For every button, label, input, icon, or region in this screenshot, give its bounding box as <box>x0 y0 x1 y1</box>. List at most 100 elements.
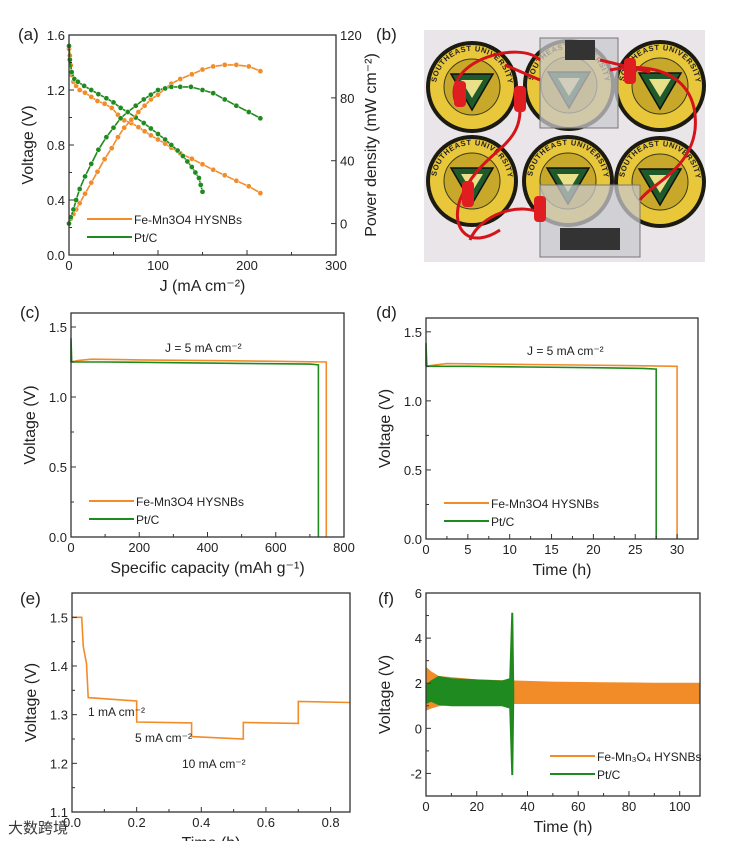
data-point <box>117 115 124 122</box>
data-point <box>197 182 204 188</box>
panel-b-photo: (b) SOUTHEAST UNIVERSITY SOUTHEAST UNIVERS… <box>376 25 706 262</box>
x-tick-label: 0.4 <box>192 815 210 830</box>
data-point <box>188 71 195 78</box>
x-tick-label: 100 <box>147 258 169 273</box>
battery-badge-image: SOUTHEAST UNIVERSITY <box>614 40 706 132</box>
data-point <box>221 62 228 68</box>
red-wire <box>609 66 697 201</box>
x-tick-label: 5 <box>464 542 471 557</box>
x-tick-label: 800 <box>333 540 355 555</box>
series-line-0 <box>70 358 328 537</box>
y-axis-label: Voltage (V) <box>377 389 394 468</box>
battery-badge-image: SOUTHEAST UNIVERSITY <box>426 41 518 133</box>
annotation: 5 mA cm⁻² <box>135 731 192 745</box>
panel-label: (e) <box>20 589 41 608</box>
y-tick-label: 1.2 <box>50 756 68 771</box>
data-point <box>76 200 83 206</box>
data-point <box>233 62 240 68</box>
x-tick-label: 15 <box>544 542 558 557</box>
data-point <box>94 168 101 175</box>
data-point <box>110 124 117 131</box>
x-tick-label: 80 <box>622 799 636 814</box>
data-point <box>155 91 161 98</box>
annotation: 1 mA cm⁻² <box>88 705 145 719</box>
y-tick-label: 0.4 <box>47 193 65 208</box>
series-line-3 <box>68 86 261 224</box>
data-point <box>94 98 101 104</box>
data-point <box>117 105 124 111</box>
legend-label: Fe-Mn3O4 HYSNBs <box>134 213 242 227</box>
x-tick-label: 200 <box>236 258 258 273</box>
data-point <box>155 131 161 137</box>
legend-label: Pt/C <box>597 768 621 782</box>
y-tick-label: 1.5 <box>404 325 422 340</box>
data-point <box>95 91 102 97</box>
data-point <box>188 164 195 170</box>
alligator-clip <box>624 58 636 84</box>
x-tick-label: 25 <box>628 542 642 557</box>
data-point <box>70 206 77 213</box>
y-axis-label: Voltage (V) <box>22 385 39 464</box>
x-axis-label: J (mA cm⁻²) <box>160 278 246 295</box>
y-right-tick-label: 120 <box>340 28 362 43</box>
y-tick-label: 0.5 <box>404 463 422 478</box>
data-point <box>162 85 168 92</box>
panel-label: (f) <box>378 589 394 608</box>
y-axis-label: Voltage (V) <box>20 105 37 184</box>
data-point <box>257 115 264 122</box>
data-point <box>199 66 206 73</box>
panel-a: (a) 0 100 200 300 0.0 0.4 0.8 1.2 1.6 0 40 80 120 J (m… <box>18 25 380 295</box>
data-point <box>81 83 87 89</box>
x-tick-label: 600 <box>265 540 287 555</box>
data-point <box>148 132 154 139</box>
cell-device-part <box>565 40 595 60</box>
x-tick-label: 40 <box>520 799 534 814</box>
series-line-0 <box>425 362 678 539</box>
data-point <box>168 142 175 148</box>
x-tick-label: 0.8 <box>322 815 340 830</box>
y-tick-label: 6 <box>415 586 422 601</box>
data-point <box>108 145 115 151</box>
panel-label: (c) <box>20 303 40 322</box>
data-point <box>221 172 228 179</box>
data-point <box>110 99 117 106</box>
data-point <box>257 68 264 74</box>
data-point <box>141 128 148 135</box>
legend-label: Pt/C <box>136 513 160 527</box>
x-tick-label: 200 <box>128 540 150 555</box>
cell-device-part <box>560 228 620 250</box>
alligator-clip <box>454 81 466 107</box>
series-group <box>72 616 351 740</box>
data-point <box>155 136 161 143</box>
panel-label: (d) <box>376 303 397 322</box>
x-tick-label: 100 <box>669 799 691 814</box>
y-right-tick-label: 80 <box>340 91 354 106</box>
data-point <box>257 190 264 196</box>
data-point <box>68 69 75 75</box>
x-tick-label: 0 <box>67 540 74 555</box>
data-point <box>140 96 147 103</box>
data-point <box>115 134 121 140</box>
alligator-clip <box>514 86 526 112</box>
data-point <box>88 161 95 167</box>
data-point <box>101 156 108 162</box>
alligator-clip <box>462 181 474 207</box>
data-point <box>199 87 206 93</box>
y-tick-label: 4 <box>415 631 422 646</box>
data-point <box>162 136 168 143</box>
data-point <box>132 102 139 109</box>
data-point <box>174 147 181 154</box>
annotation: J = 5 mA cm⁻² <box>165 341 242 355</box>
data-point <box>210 90 217 96</box>
series-line-0 <box>72 616 351 740</box>
plot-frame <box>425 317 699 540</box>
data-point <box>221 96 228 103</box>
watermark: 大数跨境 <box>8 819 68 837</box>
panel-c: (c) 0 200 400 600 800 0.0 0.5 1.0 1.5 Specific cap… <box>20 303 355 577</box>
legend-label: Pt/C <box>491 515 515 529</box>
legend-label: Fe-Mn3O4 HYSNBs <box>491 497 599 511</box>
y-tick-label: 0.0 <box>47 248 65 263</box>
alligator-clip <box>534 196 546 222</box>
series-group <box>66 43 264 227</box>
data-point <box>135 109 142 115</box>
